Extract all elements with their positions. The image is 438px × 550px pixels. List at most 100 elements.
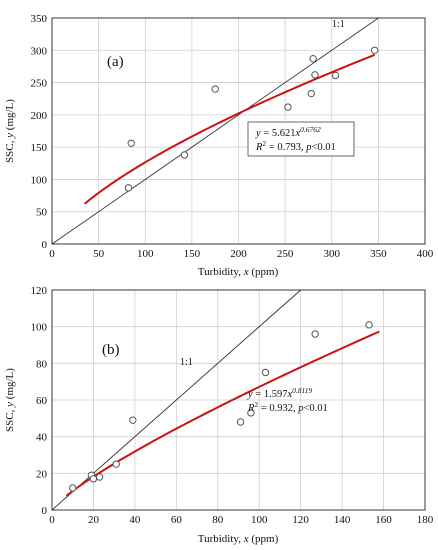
- panel-a-r2-value: = 0.793,: [266, 142, 306, 153]
- panel-a-x-tick-150: 150: [184, 248, 201, 260]
- panel-b-y-tick-80: 80: [36, 358, 48, 370]
- panel-b-r2-value: = 0.932,: [258, 403, 298, 414]
- panel-a-point-2: [180, 151, 189, 159]
- panel-b-point-7: [247, 409, 255, 417]
- panel-a-y-tick-250: 250: [31, 78, 48, 90]
- panel-a-r2: R2 = 0.793, p<0.01: [255, 139, 336, 153]
- panel-b-y-tick-100: 100: [31, 322, 48, 334]
- panel-b-x-tick-180: 180: [417, 514, 434, 526]
- panel-a-x-axis-label: Turbidity, x (ppm): [198, 266, 279, 278]
- panel-a-x-tick-350: 350: [370, 248, 387, 260]
- panel-b-eq-body: = 1.597: [253, 389, 288, 400]
- panel-b-eq-exponent: 0.8119: [292, 386, 312, 395]
- panel-b-x-tick-120: 120: [292, 514, 309, 526]
- panel-b-p-label: p: [297, 403, 303, 414]
- panel-b-r2: R2 = 0.932, p<0.01: [247, 400, 328, 414]
- panel-b-x-tick-160: 160: [375, 514, 392, 526]
- panel-a-one-to-one-label: 1:1: [332, 19, 345, 30]
- panel-b-x-tick-20: 20: [88, 514, 100, 526]
- panel-b-fit-group: [65, 330, 380, 497]
- panel-b-xlabel-var: x: [243, 533, 249, 545]
- panel-a-eq-x: x: [294, 128, 300, 139]
- panel-b-point-0: [69, 484, 77, 492]
- panel-b-xlabel-main: Turbidity,: [198, 533, 244, 545]
- panel-a-y-tick-100: 100: [31, 174, 48, 186]
- panel-a-x-tick-0: 0: [49, 248, 55, 260]
- panel-a-point-1: [127, 139, 135, 147]
- panel-b-eq-y: y: [247, 389, 253, 400]
- panel-a-x-tick-50: 50: [93, 248, 105, 260]
- panel-b-x-tick-60: 60: [171, 514, 183, 526]
- panel-b-equation: y = 1.597x0.8119: [247, 386, 312, 400]
- panel-a-point-3: [211, 85, 219, 93]
- panel-b-fit-curve: [65, 330, 380, 497]
- panel-b-x-tick-140: 140: [334, 514, 351, 526]
- panel-a-equation: y = 5.621x0.6762: [255, 125, 321, 139]
- panel-b-ylabel-unit: (mg/L): [4, 368, 16, 402]
- panel-a-points: [124, 46, 379, 192]
- panel-a-xlabel-main: Turbidity,: [198, 266, 244, 278]
- panel-a-point-5: [307, 89, 315, 98]
- panel-b-y-tick-120: 120: [31, 285, 48, 297]
- panel-b-x-tick-80: 80: [212, 514, 224, 526]
- panel-b-y-ticks: 0 20 40 60 80 100 120: [31, 285, 48, 517]
- panel-a-point-7: [311, 71, 319, 79]
- panel-b-ylabel-main: SSC,: [4, 407, 16, 432]
- panel-a-r2-sup: 2: [262, 139, 266, 148]
- panel-a-xlabel-var: x: [243, 266, 249, 278]
- panel-a-x-ticks: 0 50 100 150 200 250 300 350 400: [49, 248, 434, 260]
- panel-a-ylabel-var: y: [4, 133, 16, 139]
- panel-a-eq-y: y: [255, 128, 261, 139]
- panel-b-x-tick-40: 40: [129, 514, 141, 526]
- panel-b-point-4: [112, 460, 120, 468]
- panel-a-point-4: [284, 103, 292, 111]
- panel-a-y-axis-label: SSC, y (mg/L): [4, 99, 16, 163]
- panel-a-annotation-box: [247, 121, 355, 157]
- panel-a-r2-label: R: [255, 142, 263, 153]
- panel-b-annotation: y = 1.597x0.8119 R2 = 0.932, p<0.01: [247, 386, 328, 414]
- panel-a-fit-curve: [84, 53, 376, 205]
- panel-b-point-2: [89, 475, 98, 483]
- panel-a-x-tick-100: 100: [137, 248, 154, 260]
- panel-b-point-9: [311, 330, 319, 338]
- panel-a-grid: [52, 18, 425, 244]
- panel-a-fit-group: [84, 53, 376, 205]
- panel-b-x-axis-label: Turbidity, x (ppm): [198, 533, 279, 545]
- panel-b-point-8: [261, 368, 270, 377]
- panel-a-y-tick-150: 150: [31, 142, 48, 154]
- panel-b-y-axis-label: SSC, y (mg/L): [4, 368, 16, 432]
- panel-a-y-tick-300: 300: [31, 45, 48, 57]
- panel-b-y-tick-0: 0: [42, 505, 48, 517]
- panel-b-xlabel-unit: (ppm): [249, 533, 279, 545]
- panel-b-point-6: [236, 418, 245, 426]
- panel-a-plot-frame: [51, 17, 426, 245]
- panel-a-p-label: p: [305, 142, 311, 153]
- panel-a-ylabel-main: SSC,: [4, 138, 16, 163]
- panel-b-one-to-one-label: 1:1: [180, 357, 193, 368]
- panel-b-r2-label: R: [247, 403, 255, 414]
- panel-b-points: [69, 321, 373, 492]
- panel-b-label: (b): [102, 342, 120, 358]
- panel-a-label: (a): [107, 54, 124, 70]
- panel-a-x-tick-250: 250: [277, 248, 294, 260]
- panel-a-y-tick-0: 0: [42, 239, 48, 251]
- panel-b-p-value: <0.01: [303, 403, 327, 414]
- panel-a-one-to-one-group: [51, 17, 379, 245]
- panel-b-plot-frame: [51, 289, 426, 511]
- panel-b-ylabel-var: y: [4, 402, 16, 408]
- panel-a-point-6: [309, 54, 317, 63]
- panel-b-chart: 0 20 40 60 80 100 120 140 160 180 0 20 40 60 80 100 120…: [4, 285, 434, 545]
- panel-a-y-tick-200: 200: [31, 110, 48, 122]
- panel-a-point-9: [370, 46, 379, 54]
- panel-a-x-tick-200: 200: [230, 248, 247, 260]
- panel-b-x-tick-100: 100: [251, 514, 268, 526]
- panel-b-point-10: [365, 321, 373, 329]
- panel-a-xlabel-unit: (ppm): [249, 266, 279, 278]
- panel-a-y-ticks: 0 50 100 150 200 250 300 350: [31, 13, 48, 251]
- panel-a-one-to-one-line: [51, 17, 379, 245]
- panel-a-eq-exponent: 0.6762: [300, 125, 321, 134]
- panel-a-eq-body: = 5.621: [261, 128, 296, 139]
- panel-a-point-8: [331, 71, 340, 80]
- panel-b-y-tick-40: 40: [36, 432, 48, 444]
